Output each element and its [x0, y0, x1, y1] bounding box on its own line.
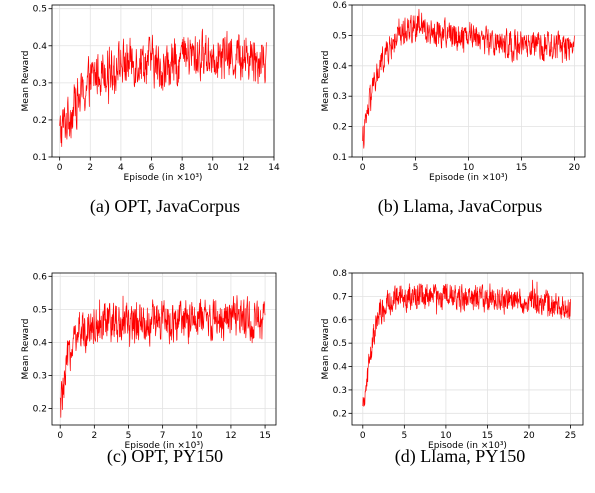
caption-d: (d) Llama, PY150	[394, 446, 526, 466]
x-tick-label: 10	[440, 431, 452, 441]
x-tick-label: 14	[268, 163, 280, 173]
y-tick-label: 0.7	[333, 292, 347, 302]
y-tick-label: 0.5	[33, 305, 47, 315]
x-tick-label: 0	[57, 163, 63, 173]
caption-c: (c) OPT, PY150	[106, 446, 224, 466]
axes-frame	[51, 4, 275, 158]
caption-a: (a) OPT, JavaCorpus	[89, 196, 241, 216]
chart-panel-d: 0 5 10 15 20 25 0.2 0.3 0.4 0.5 0.6 0.7 0.8 Episode (…	[300, 268, 595, 451]
y-tick-label: 0.2	[333, 123, 347, 133]
reward-series-line	[59, 295, 266, 418]
chart-panel-b: 0 5 10 15 20 0.1 0.2 0.3 0.4 0.5 0.6 Episode (in ×1…	[300, 0, 595, 195]
x-tick-label: 0	[360, 431, 366, 441]
x-tick-label: 8	[179, 163, 185, 173]
x-tick-label: 10	[191, 431, 203, 441]
y-tick-label: 0.3	[333, 92, 347, 102]
x-tick-label: 4	[118, 163, 124, 173]
grid-lines	[352, 4, 585, 158]
chart-d: 0 5 10 15 20 25 0.2 0.3 0.4 0.5 0.6 0.7 0.8 Episode (…	[321, 269, 584, 451]
y-axis-label: Mean Reward	[21, 319, 31, 380]
y-tick-label: 0.2	[33, 404, 47, 414]
axes-frame	[351, 272, 584, 426]
x-tick-label: 5	[401, 431, 407, 441]
y-tick-label: 0.4	[33, 42, 48, 52]
reward-series-line	[362, 279, 571, 407]
x-tick-label: 20	[523, 431, 535, 441]
y-tick-label: 0.1	[333, 153, 347, 163]
x-tick-label: 10	[463, 163, 475, 173]
y-tick-label: 0.6	[33, 272, 48, 282]
chart-b: 0 5 10 15 20 0.1 0.2 0.3 0.4 0.5 0.6 Episode (in ×1…	[321, 1, 586, 183]
axes-frame	[51, 272, 277, 426]
reward-series-line	[362, 8, 575, 149]
x-tick-label: 15	[516, 163, 527, 173]
y-tick-label: 0.4	[333, 363, 348, 373]
x-tick-label: 20	[569, 163, 581, 173]
chart-panel-a: 0 2 4 6 8 10 12 14 0.1 0.2 0.3 0.4 0.5 Episode (in ×1…	[0, 0, 295, 195]
y-tick-label: 0.3	[33, 371, 47, 381]
x-tick-label: 2	[87, 163, 93, 173]
y-tick-label: 0.5	[333, 339, 347, 349]
x-axis-label: Episode (in ×10³)	[124, 173, 203, 183]
chart-a: 0 2 4 6 8 10 12 14 0.1 0.2 0.3 0.4 0.5 Episode (in ×1…	[21, 4, 280, 183]
x-tick-label: 15	[259, 431, 270, 441]
y-tick-label: 0.5	[33, 5, 47, 15]
x-tick-label: 6	[149, 163, 155, 173]
x-tick-label: 7	[160, 431, 166, 441]
x-tick-label: 12	[225, 431, 236, 441]
chart-panel-c: 0 2 5 7 10 12 15 0.2 0.3 0.4 0.5 0.6 Episode (in ×10…	[0, 268, 295, 451]
y-tick-label: 0.3	[333, 386, 347, 396]
y-tick-label: 0.3	[33, 79, 47, 89]
y-tick-label: 0.5	[333, 31, 347, 41]
x-tick-label: 5	[126, 431, 132, 441]
x-tick-label: 12	[238, 163, 249, 173]
x-axis-label: Episode (in ×10³)	[428, 441, 507, 451]
x-tick-label: 25	[565, 431, 576, 441]
y-tick-label: 0.2	[33, 116, 47, 126]
y-tick-label: 0.2	[333, 409, 347, 419]
x-axis-label: Episode (in ×10³)	[125, 441, 204, 451]
y-axis-label: Mean Reward	[321, 51, 331, 112]
y-axis-label: Mean Reward	[21, 51, 31, 112]
y-tick-label: 0.4	[33, 338, 48, 348]
y-tick-label: 0.4	[333, 62, 348, 72]
reward-series-line	[59, 28, 267, 147]
x-tick-label: 10	[207, 163, 219, 173]
y-tick-label: 0.6	[333, 1, 348, 11]
y-tick-label: 0.8	[333, 269, 348, 279]
x-axis-label: Episode (in ×10³)	[429, 173, 508, 183]
x-tick-label: 15	[482, 431, 493, 441]
y-tick-label: 0.6	[333, 316, 348, 326]
y-axis-label: Mean Reward	[321, 319, 331, 380]
chart-c: 0 2 5 7 10 12 15 0.2 0.3 0.4 0.5 0.6 Episode (in ×10…	[21, 272, 277, 451]
caption-b: (b) Llama, JavaCorpus	[377, 196, 543, 216]
y-tick-label: 0.1	[33, 153, 47, 163]
x-tick-label: 0	[360, 163, 366, 173]
x-tick-label: 2	[91, 431, 97, 441]
x-tick-label: 0	[57, 431, 63, 441]
x-tick-label: 5	[413, 163, 419, 173]
